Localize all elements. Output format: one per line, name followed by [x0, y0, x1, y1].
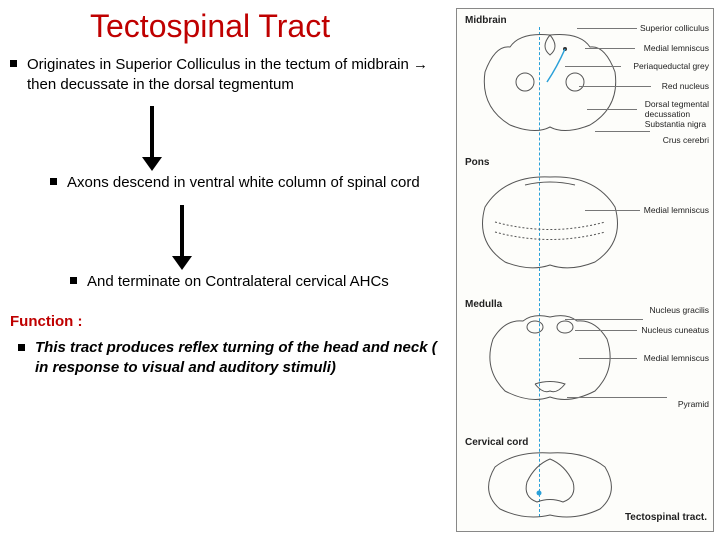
left-column: Originates in Superior Colliculus in the…: [10, 55, 450, 379]
leader-line: [595, 131, 650, 132]
section-cervical: [465, 447, 635, 525]
bullet-2: Axons descend in ventral white column of…: [50, 173, 450, 193]
label-medulla: Medulla: [465, 299, 502, 310]
section-midbrain: [465, 27, 635, 137]
label-midbrain: Midbrain: [465, 15, 507, 26]
tract-caption: Tectospinal tract.: [625, 512, 707, 523]
bullet-icon: [18, 344, 25, 351]
label-periaqueductal: Periaqueductal grey: [633, 61, 709, 71]
pons-svg: [465, 167, 635, 277]
bullet-2-text: Axons descend in ventral white column of…: [67, 173, 420, 193]
cervical-svg: [465, 447, 635, 525]
function-heading: Function :: [10, 313, 450, 330]
anatomy-diagram: Midbrain Pons Medulla Cervical cord Supe…: [456, 8, 714, 532]
section-medulla: [465, 309, 635, 409]
bullet-1: Originates in Superior Colliculus in the…: [10, 55, 450, 94]
medulla-svg: [465, 309, 635, 409]
bullet-icon: [70, 277, 77, 284]
label-crus-cerebri: Crus cerebri: [663, 135, 709, 145]
down-arrow-icon: [150, 106, 154, 161]
midbrain-svg: [465, 27, 635, 137]
label-med-lemniscus-1: Medial lemniscus: [644, 43, 709, 53]
bullet-icon: [50, 178, 57, 185]
leader-line: [567, 397, 667, 398]
leader-line: [579, 358, 637, 359]
down-arrow-icon: [180, 205, 184, 260]
bullet-icon: [10, 60, 17, 67]
label-med-lemniscus-3: Medial lemniscus: [644, 353, 709, 363]
leader-line: [585, 210, 640, 211]
label-red-nucleus: Red nucleus: [662, 81, 709, 91]
label-cervical: Cervical cord: [465, 437, 528, 448]
bullet-3: And terminate on Contralateral cervical …: [70, 272, 450, 292]
leader-line: [565, 319, 643, 320]
leader-line: [577, 28, 637, 29]
label-sup-colliculus: Superior colliculus: [640, 23, 709, 33]
leader-line: [585, 48, 635, 49]
label-pyramid: Pyramid: [678, 399, 709, 409]
section-pons: [465, 167, 635, 277]
label-nucleus-gracilis: Nucleus gracilis: [649, 305, 709, 315]
leader-line: [565, 66, 621, 67]
leader-line: [575, 330, 637, 331]
leader-line: [587, 109, 637, 110]
function-bullet: This tract produces reflex turning of th…: [18, 338, 450, 379]
label-nucleus-cuneatus: Nucleus cuneatus: [641, 325, 709, 335]
leader-line: [579, 86, 651, 87]
bullet-1-text: Originates in Superior Colliculus in the…: [27, 55, 450, 94]
label-dorsal-decussation: Dorsal tegmental decussation Substantia …: [645, 99, 709, 130]
label-med-lemniscus-2: Medial lemniscus: [644, 205, 709, 215]
bullet-3-text: And terminate on Contralateral cervical …: [87, 272, 389, 292]
function-text: This tract produces reflex turning of th…: [35, 338, 450, 379]
label-pons: Pons: [465, 157, 489, 168]
